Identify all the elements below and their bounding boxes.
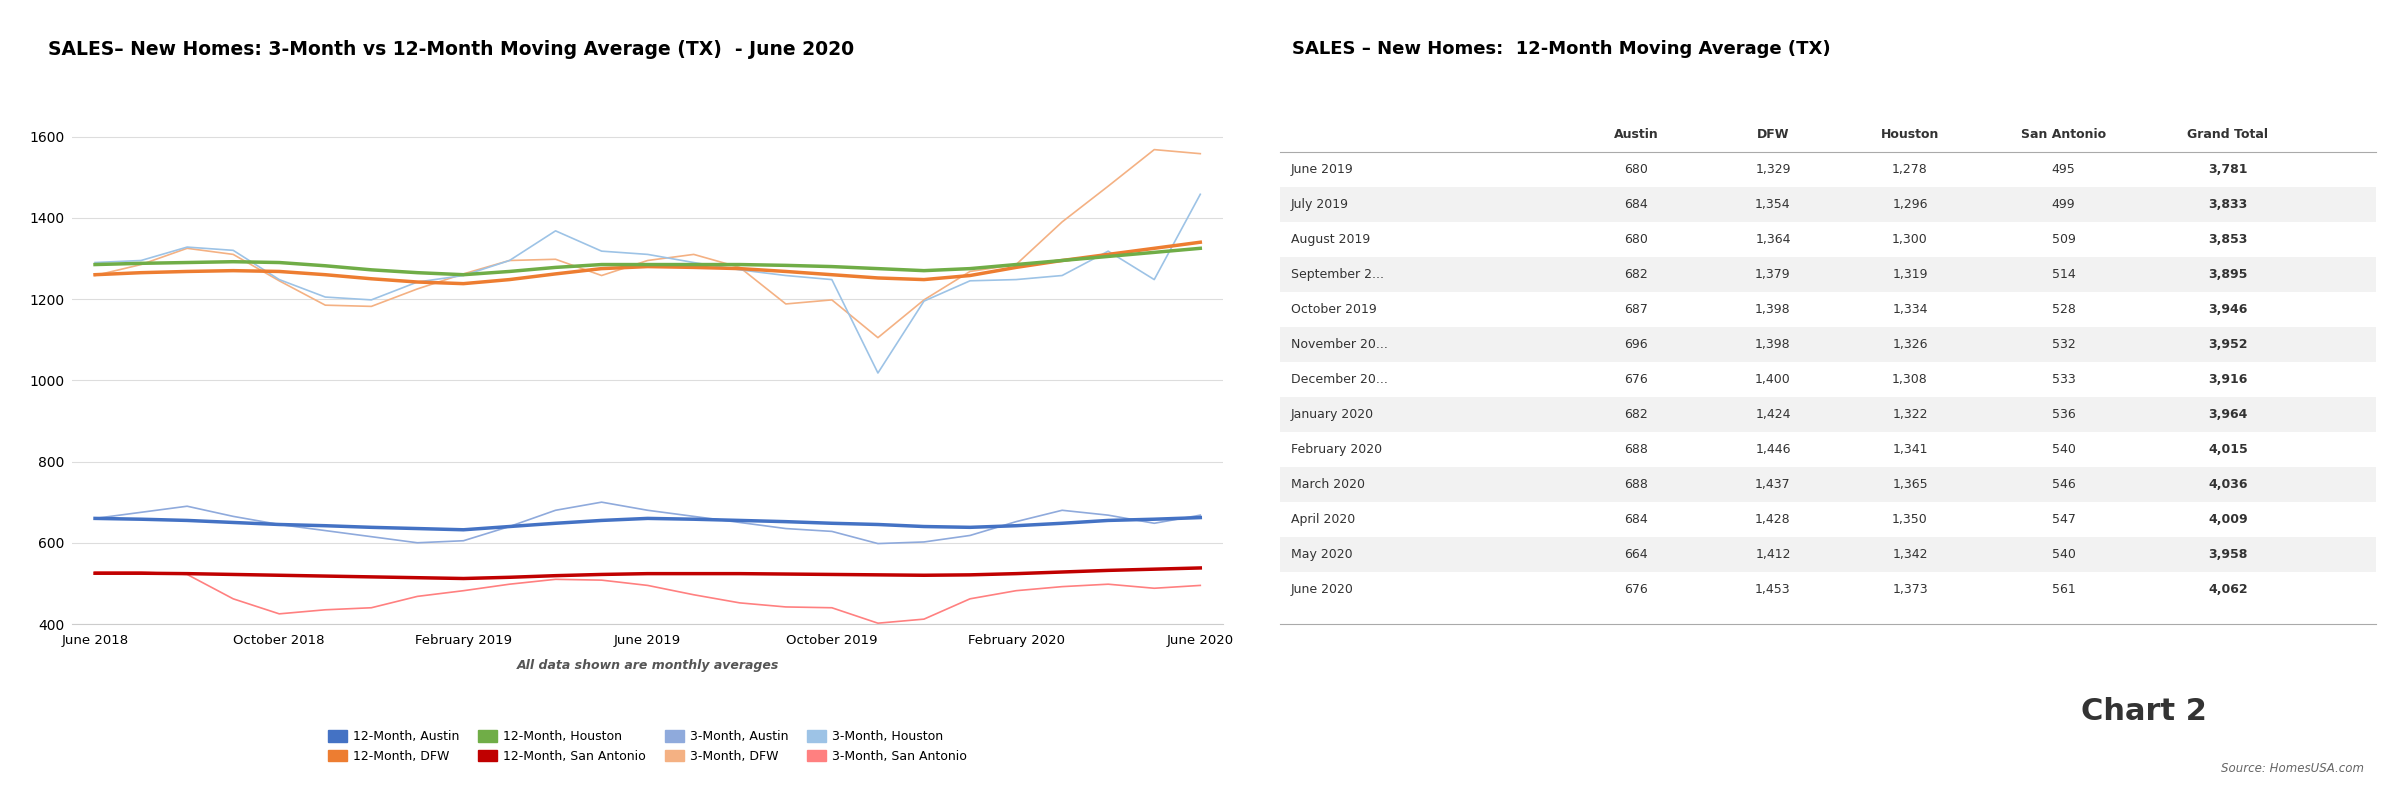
Text: 4,015: 4,015: [2208, 442, 2249, 456]
Text: 696: 696: [1625, 338, 1649, 351]
Text: 1,322: 1,322: [1891, 408, 1927, 421]
Text: 1,300: 1,300: [1891, 233, 1927, 246]
Text: 509: 509: [2052, 233, 2076, 246]
Text: 1,400: 1,400: [1754, 373, 1790, 386]
Text: 4,036: 4,036: [2208, 478, 2249, 490]
Text: 1,412: 1,412: [1754, 547, 1790, 561]
Text: 688: 688: [1625, 442, 1649, 456]
Text: Source: HomesUSA.com: Source: HomesUSA.com: [2220, 762, 2364, 774]
Text: 547: 547: [2052, 513, 2076, 526]
Text: January 2020: January 2020: [1291, 408, 1375, 421]
Text: 4,009: 4,009: [2208, 513, 2249, 526]
Text: 561: 561: [2052, 582, 2076, 595]
Text: June 2019: June 2019: [1291, 163, 1354, 176]
Text: 1,364: 1,364: [1754, 233, 1790, 246]
Text: September 2...: September 2...: [1291, 268, 1385, 281]
Text: 540: 540: [2052, 547, 2076, 561]
Text: 3,833: 3,833: [2208, 198, 2246, 211]
Text: 1,398: 1,398: [1754, 338, 1790, 351]
Text: 499: 499: [2052, 198, 2076, 211]
Text: 1,334: 1,334: [1891, 303, 1927, 316]
Text: 1,398: 1,398: [1754, 303, 1790, 316]
FancyBboxPatch shape: [1279, 537, 2376, 571]
Text: 1,278: 1,278: [1891, 163, 1927, 176]
Text: 680: 680: [1625, 233, 1649, 246]
Text: 676: 676: [1625, 582, 1649, 595]
Text: SALES – New Homes:  12-Month Moving Average (TX): SALES – New Homes: 12-Month Moving Avera…: [1291, 40, 1831, 58]
Text: August 2019: August 2019: [1291, 233, 1370, 246]
Text: 1,296: 1,296: [1891, 198, 1927, 211]
Text: 664: 664: [1625, 547, 1649, 561]
Text: June 2020: June 2020: [1291, 582, 1354, 595]
Text: 3,895: 3,895: [2208, 268, 2249, 281]
Text: 1,329: 1,329: [1754, 163, 1790, 176]
Text: Houston: Houston: [1882, 128, 1939, 141]
Text: 1,437: 1,437: [1754, 478, 1790, 490]
Text: 3,781: 3,781: [2208, 163, 2249, 176]
Text: 533: 533: [2052, 373, 2076, 386]
Text: 3,952: 3,952: [2208, 338, 2249, 351]
Text: 1,428: 1,428: [1754, 513, 1790, 526]
Text: 682: 682: [1625, 408, 1649, 421]
Text: 536: 536: [2052, 408, 2076, 421]
Text: Chart 2: Chart 2: [2081, 698, 2206, 726]
Text: 546: 546: [2052, 478, 2076, 490]
FancyBboxPatch shape: [1279, 397, 2376, 432]
Text: Austin: Austin: [1613, 128, 1658, 141]
Text: 3,916: 3,916: [2208, 373, 2249, 386]
X-axis label: All data shown are monthly averages: All data shown are monthly averages: [516, 658, 780, 671]
Text: SALES– New Homes: 3-Month vs 12-Month Moving Average (TX)  - June 2020: SALES– New Homes: 3-Month vs 12-Month Mo…: [48, 40, 854, 59]
Text: November 20...: November 20...: [1291, 338, 1387, 351]
Text: 1,365: 1,365: [1891, 478, 1927, 490]
Text: 1,341: 1,341: [1891, 442, 1927, 456]
Text: 1,350: 1,350: [1891, 513, 1927, 526]
Text: 1,308: 1,308: [1891, 373, 1927, 386]
Text: 3,853: 3,853: [2208, 233, 2249, 246]
Text: 1,342: 1,342: [1891, 547, 1927, 561]
Text: 1,354: 1,354: [1754, 198, 1790, 211]
Text: April 2020: April 2020: [1291, 513, 1356, 526]
Text: 1,446: 1,446: [1754, 442, 1790, 456]
Text: March 2020: March 2020: [1291, 478, 1366, 490]
Text: December 20...: December 20...: [1291, 373, 1387, 386]
Text: 684: 684: [1625, 198, 1649, 211]
FancyBboxPatch shape: [1279, 466, 2376, 502]
Text: 4,062: 4,062: [2208, 582, 2249, 595]
Text: 528: 528: [2052, 303, 2076, 316]
Text: 688: 688: [1625, 478, 1649, 490]
Text: 687: 687: [1625, 303, 1649, 316]
Text: 532: 532: [2052, 338, 2076, 351]
Text: 682: 682: [1625, 268, 1649, 281]
Text: 3,958: 3,958: [2208, 547, 2249, 561]
Text: 684: 684: [1625, 513, 1649, 526]
Text: 676: 676: [1625, 373, 1649, 386]
Text: 1,453: 1,453: [1754, 582, 1790, 595]
Text: 1,373: 1,373: [1891, 582, 1927, 595]
Text: October 2019: October 2019: [1291, 303, 1378, 316]
Text: DFW: DFW: [1757, 128, 1788, 141]
Text: February 2020: February 2020: [1291, 442, 1382, 456]
FancyBboxPatch shape: [1279, 187, 2376, 222]
Text: 540: 540: [2052, 442, 2076, 456]
Text: July 2019: July 2019: [1291, 198, 1349, 211]
Text: 1,379: 1,379: [1754, 268, 1790, 281]
Text: 3,964: 3,964: [2208, 408, 2249, 421]
Text: 1,424: 1,424: [1754, 408, 1790, 421]
Text: 1,326: 1,326: [1891, 338, 1927, 351]
FancyBboxPatch shape: [1279, 257, 2376, 292]
Text: San Antonio: San Antonio: [2021, 128, 2107, 141]
Text: 514: 514: [2052, 268, 2076, 281]
FancyBboxPatch shape: [1279, 327, 2376, 362]
Text: 495: 495: [2052, 163, 2076, 176]
Text: 1,319: 1,319: [1891, 268, 1927, 281]
Text: Grand Total: Grand Total: [2186, 128, 2268, 141]
Text: May 2020: May 2020: [1291, 547, 1354, 561]
Text: 3,946: 3,946: [2208, 303, 2249, 316]
Legend: 12-Month, Austin, 12-Month, DFW, 12-Month, Houston, 12-Month, San Antonio, 3-Mon: 12-Month, Austin, 12-Month, DFW, 12-Mont…: [324, 726, 972, 767]
Text: 680: 680: [1625, 163, 1649, 176]
